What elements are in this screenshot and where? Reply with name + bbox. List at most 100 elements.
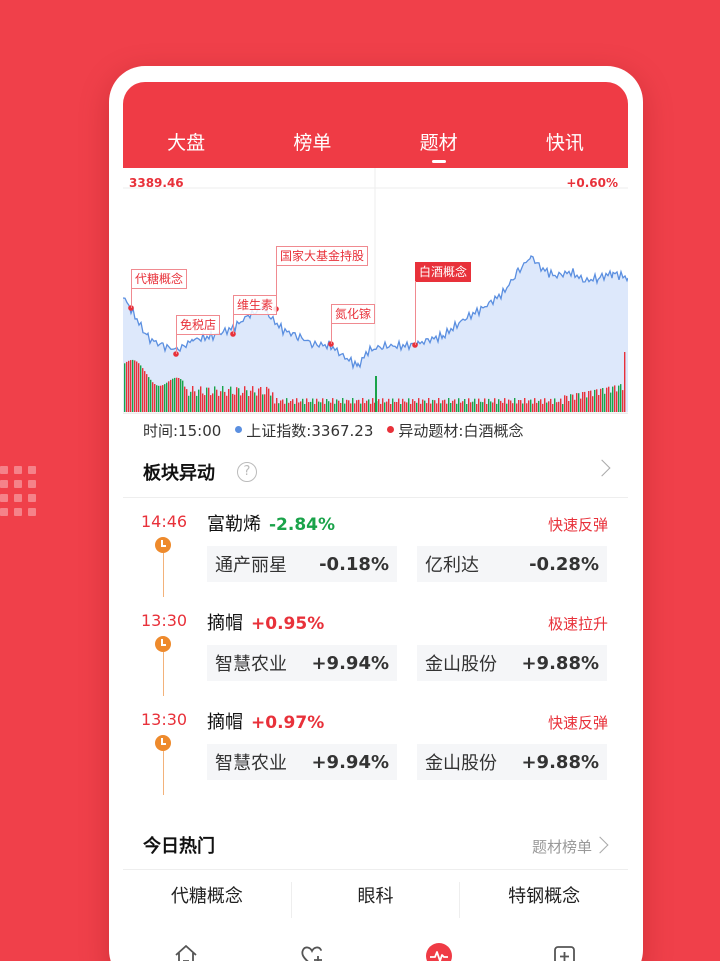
volume-bar (212, 393, 214, 412)
volume-bar (452, 400, 454, 412)
volume-bar (550, 398, 552, 412)
volume-bar (384, 402, 386, 412)
volume-bar (372, 398, 374, 412)
volume-bar (186, 389, 188, 412)
volume-bar (454, 399, 456, 412)
volume-bar (560, 398, 562, 412)
stock-chip[interactable]: 金山股份 +9.88% (417, 744, 607, 780)
annotation-tag[interactable]: 氮化镓 (331, 304, 376, 324)
event-sector: 摘帽 +0.97% (207, 708, 324, 734)
stock-chip[interactable]: 智慧农业 +9.94% (207, 744, 397, 780)
stock-name: 智慧农业 (215, 753, 287, 774)
tab-market[interactable]: 大盘 (167, 132, 206, 154)
chevron-right-icon[interactable] (593, 459, 611, 477)
volume-bar (128, 360, 130, 412)
home-icon[interactable] (172, 942, 200, 961)
stock-name: 金山股份 (425, 753, 497, 774)
timeline-line (163, 652, 164, 696)
stock-chip[interactable]: 智慧农业 +9.94% (207, 645, 397, 681)
index-chart[interactable]: 3389.46 +0.60% 代糖概念 免税店 维生素 国家大基金持股 氮化镓 … (123, 168, 628, 414)
volume-bar (250, 390, 252, 412)
volume-bar (306, 398, 308, 412)
volume-bar (490, 401, 492, 412)
chevron-right-icon[interactable] (591, 836, 609, 854)
tab-themes[interactable]: 题材 (394, 128, 484, 163)
stock-change: +9.94% (311, 751, 389, 773)
annotation-tag[interactable]: 代糖概念 (131, 269, 188, 289)
volume-bar (294, 403, 296, 412)
volume-bar (572, 394, 574, 412)
volume-bar (124, 363, 126, 412)
volume-bar (438, 398, 440, 412)
volume-bar (162, 385, 164, 412)
volume-bar (338, 400, 340, 412)
volume-bar (442, 400, 444, 412)
volume-bar (552, 404, 554, 412)
volume-bar (158, 385, 160, 412)
add-box-icon[interactable] (551, 942, 579, 961)
event-item[interactable]: 13:30 摘帽 +0.95% 极速拉升 智慧农业 +9.94% 金山股份 +9.88… (123, 597, 628, 696)
chart-change-pct: +0.60% (566, 176, 618, 190)
annotation-tag-active[interactable]: 白酒概念 (415, 262, 472, 282)
event-item[interactable]: 13:30 摘帽 +0.97% 快速反弹 智慧农业 +9.94% 金山股份 +9.88… (123, 696, 628, 795)
favorite-add-icon[interactable] (298, 942, 326, 961)
stock-change: +9.88% (521, 751, 599, 773)
chart-high-value: 3389.46 (129, 176, 184, 190)
legend-index: 上证指数:3367.23 (235, 420, 373, 441)
volume-bar (200, 386, 202, 412)
annotation-tag[interactable]: 免税店 (176, 315, 221, 335)
volume-bar (598, 395, 600, 412)
volume-bar (218, 395, 220, 412)
volume-bar (262, 394, 264, 412)
annotation-tag[interactable]: 维生素 (233, 295, 278, 315)
annotation-tag[interactable]: 国家大基金持股 (276, 246, 369, 266)
volume-bar (282, 399, 284, 412)
hot-theme-item[interactable]: 代糖概念 (123, 882, 292, 918)
event-item[interactable]: 14:46 富勒烯 -2.84% 快速反弹 通产丽星 -0.18% 亿利达 -0.28… (123, 498, 628, 597)
decorative-dots (0, 466, 40, 522)
volume-bar (360, 403, 362, 412)
stock-chip[interactable]: 金山股份 +9.88% (417, 645, 607, 681)
volume-bar (182, 380, 184, 412)
hot-theme-item[interactable]: 特钢概念 (508, 886, 581, 907)
tab-rankings[interactable]: 榜单 (293, 132, 332, 154)
volume-bar (308, 402, 310, 412)
volume-bar (518, 400, 520, 412)
volume-bar (266, 386, 268, 412)
volume-bar (470, 402, 472, 412)
volume-bar (556, 402, 558, 412)
market-pulse-icon[interactable] (425, 942, 453, 961)
volume-bar (130, 360, 132, 412)
volume-bar (362, 398, 364, 412)
volume-bar (196, 395, 198, 412)
volume-bar (178, 378, 180, 412)
volume-bar (220, 391, 222, 412)
volume-bar (392, 398, 394, 412)
stock-chip[interactable]: 通产丽星 -0.18% (207, 546, 397, 582)
volume-bar (304, 404, 306, 412)
volume-bar (202, 393, 204, 412)
volume-bar (408, 398, 410, 412)
volume-bar (584, 391, 586, 412)
volume-bar (350, 403, 352, 412)
volume-bar (188, 395, 190, 412)
sector-name: 摘帽 (207, 712, 243, 733)
help-icon[interactable]: ? (237, 461, 257, 482)
volume-bar (246, 390, 248, 412)
volume-bar (538, 400, 540, 412)
volume-bar (164, 384, 166, 412)
stock-chip[interactable]: 亿利达 -0.28% (417, 546, 607, 582)
volume-bar (206, 387, 208, 412)
volume-bar (326, 399, 328, 412)
event-time: 13:30 (141, 611, 188, 630)
legend-index-text: 上证指数:3367.23 (246, 421, 374, 440)
sector-anomaly-header[interactable]: 板块异动 ? (123, 446, 628, 498)
theme-ranking-link[interactable]: 题材榜单 (531, 838, 592, 856)
event-time: 14:46 (141, 512, 188, 531)
blue-dot-icon (235, 425, 243, 433)
volume-bar (380, 403, 382, 412)
volume-bar (132, 359, 134, 412)
tab-news[interactable]: 快讯 (545, 132, 584, 154)
volume-bar (234, 394, 236, 412)
hot-theme-item[interactable]: 眼科 (292, 882, 461, 918)
